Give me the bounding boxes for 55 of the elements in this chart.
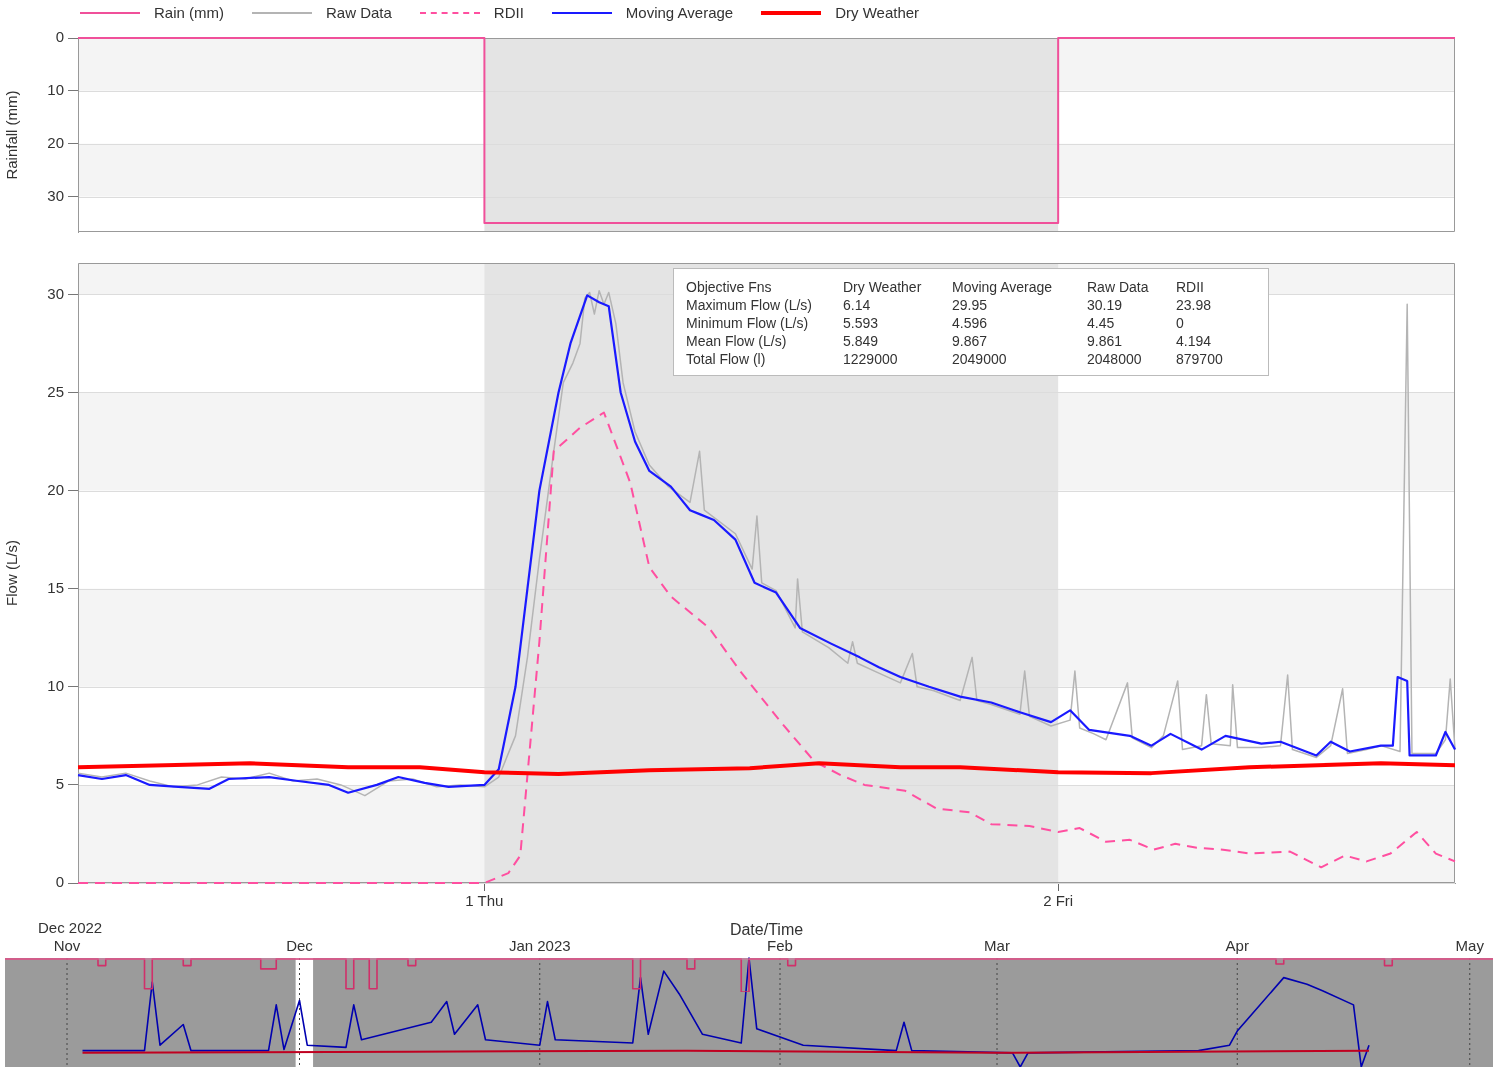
annotation: 2048000 (1087, 351, 1143, 367)
y-tick-label: 0 (55, 873, 64, 891)
annotation: 2049000 (952, 351, 1008, 367)
annotation: Maximum Flow (L/s) (686, 297, 813, 313)
y-tick-label: 10 (47, 81, 64, 98)
x-tick-label: Apr (1225, 937, 1249, 955)
annotation: 6.14 (843, 297, 872, 313)
annotation: RDII (1176, 279, 1205, 295)
annotation: 4.45 (1087, 315, 1116, 331)
annotation: 1229000 (843, 351, 899, 367)
x-tick-label: Feb (767, 937, 793, 955)
y-axis-title: Rainfall (mm) (3, 90, 21, 180)
legend-label: RDII (493, 4, 524, 21)
y-tick-label: 5 (55, 775, 64, 793)
legend-label: Rain (mm) (154, 4, 224, 21)
annotation: 4.596 (952, 315, 989, 331)
x-tick-label: Jan 2023 (508, 937, 571, 955)
legend-label: Raw Data (326, 4, 392, 21)
annotation: 0 (1176, 315, 1185, 331)
annotation: Minimum Flow (L/s) (686, 315, 810, 331)
annotation: 879700 (1176, 351, 1224, 367)
x-tick-label: 2 Fri (1043, 892, 1074, 910)
legend-label: Moving Average (625, 4, 734, 21)
y-tick-label: 20 (47, 133, 64, 151)
y-tick-label: 30 (47, 284, 64, 302)
annotation: 23.98 (1176, 297, 1213, 313)
x-tick-label: Mar (984, 937, 1010, 955)
y-axis-title: Flow (L/s) (3, 540, 21, 606)
annotation: 5.593 (843, 315, 880, 331)
y-tick-label: 15 (47, 578, 64, 596)
text: Dec 2022 (38, 919, 103, 936)
annotation: 29.95 (952, 297, 989, 313)
annotation: 5.849 (843, 333, 880, 349)
x-axis-title: Date/Time (729, 920, 804, 938)
annotation: Objective Fns (686, 279, 773, 295)
annotation: Raw Data (1087, 279, 1150, 295)
y-tick-label: 30 (47, 186, 64, 204)
annotation: Total Flow (l) (686, 351, 767, 367)
y-tick-label: 20 (47, 480, 64, 498)
x-tick-label: 1 Thu (465, 892, 504, 910)
y-tick-label: 25 (47, 382, 64, 400)
y-tick-label: 0 (55, 28, 64, 46)
x-tick-label: Nov (53, 937, 81, 955)
annotation: 4.194 (1176, 333, 1213, 349)
annotation: 9.861 (1087, 333, 1124, 349)
annotation: Dry Weather (843, 279, 923, 295)
annotation: 9.867 (952, 333, 989, 349)
annotation: 30.19 (1087, 297, 1124, 313)
annotation: Moving Average (952, 279, 1054, 295)
annotation: Mean Flow (L/s) (686, 333, 788, 349)
legend-label: Dry Weather (835, 4, 920, 21)
x-tick-label: Dec (286, 937, 314, 955)
y-tick-label: 10 (47, 676, 64, 694)
x-tick-label: May (1455, 937, 1485, 955)
line-series (77, 411, 1456, 884)
